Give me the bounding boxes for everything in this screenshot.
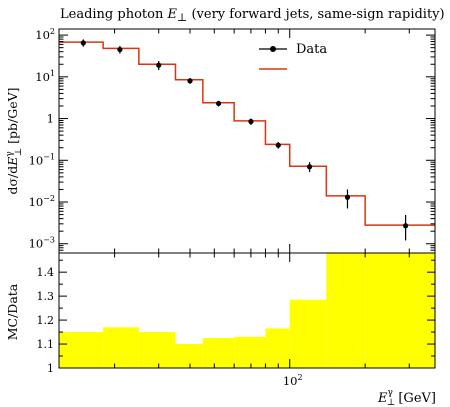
ratio-y-tick-label: 1.3 [37,290,55,303]
x-tick-label-100: 102 [283,373,303,388]
main-y-tick-label: 10−3 [29,236,55,251]
data-point [80,40,86,46]
ratio-panel-frame [58,252,436,369]
legend-data-label: Data [296,42,327,57]
ratio-bar [175,344,203,368]
ratio-bar [59,332,104,368]
ratio-bar [103,327,139,368]
main-y-tick-label: 102 [35,27,55,42]
legend-data-marker [270,46,276,52]
main-y-tick-label: 1 [47,112,54,126]
ratio-bar [326,253,366,368]
ratio-y-tick-label: 1.1 [37,338,55,351]
ratio-y-tick-label: 1 [47,362,54,375]
chart-title: Leading photon E⊥ (very forward jets, sa… [60,7,445,24]
data-point [402,223,409,229]
main-y-axis-label: dσ/dEγ⊥ [pb/GeV] [5,87,24,194]
data-point [215,100,222,107]
data-point [248,118,254,125]
data-point [156,62,162,68]
legend: Data [259,42,327,70]
ratio-bar [265,328,290,368]
main-y-tick-label: 10−2 [29,194,55,209]
ratio-bar [289,299,327,368]
main-panel-frame [58,28,436,254]
main-y-tick-label: 101 [35,69,55,84]
main-panel: 102 101 1 10−1 10−2 10−3 [29,27,436,254]
ratio-y-tick-label: 1.4 [37,266,55,279]
ratio-bar [234,336,266,368]
data-point [187,78,193,84]
data-point [275,142,281,148]
data-point [117,46,123,53]
ratio-y-axis-label: MC/Data [5,283,20,340]
ratio-y-tick-label: 1.2 [37,314,55,327]
ratio-panel: 1 1.1 1.2 1.3 1.4 [37,252,436,375]
data-point [344,194,351,200]
x-axis-label: Eγ ⊥ [GeV] [377,388,436,407]
mc-histogram-line [59,41,435,226]
ratio-bar [365,253,435,368]
ratio-bar [202,338,235,368]
ratio-bar [138,332,176,368]
data-point [306,164,313,170]
main-y-tick-label: 10−1 [29,152,55,167]
